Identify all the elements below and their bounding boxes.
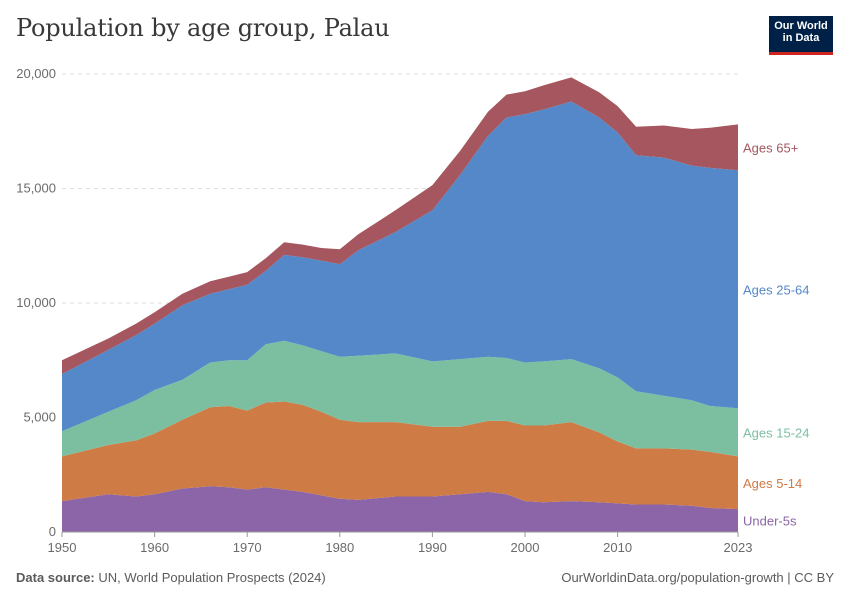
series-label: Under-5s bbox=[743, 514, 797, 529]
source-link[interactable]: OurWorldinData.org/population-growth | C… bbox=[561, 570, 834, 585]
x-tick-label: 1960 bbox=[140, 540, 169, 555]
data-source-label: Data source: bbox=[16, 570, 95, 585]
area-ages-25-64[interactable] bbox=[62, 101, 738, 432]
logo-line-2: in Data bbox=[782, 32, 820, 44]
data-source-text: UN, World Population Prospects (2024) bbox=[98, 570, 326, 585]
y-tick-label: 0 bbox=[49, 524, 56, 539]
x-tick-label: 2023 bbox=[724, 540, 753, 555]
series-label: Ages 65+ bbox=[743, 140, 798, 155]
x-tick-label: 2000 bbox=[511, 540, 540, 555]
y-tick-label: 5,000 bbox=[23, 410, 56, 425]
y-tick-label: 20,000 bbox=[16, 66, 56, 81]
series-labels: Under-5s Ages 5-14 Ages 15-24 Ages 25-64 Age… bbox=[743, 140, 810, 528]
area-ages-65-[interactable] bbox=[62, 77, 738, 375]
area-ages-15-24[interactable] bbox=[62, 340, 738, 457]
owid-logo[interactable]: Our World in Data bbox=[769, 16, 833, 55]
y-tick-label: 15,000 bbox=[16, 181, 56, 196]
x-tick-label: 1970 bbox=[233, 540, 262, 555]
chart-title: Population by age group, Palau bbox=[16, 14, 390, 42]
area-under-5s[interactable] bbox=[62, 486, 738, 532]
x-tick-label: 1980 bbox=[325, 540, 354, 555]
y-tick-label: 10,000 bbox=[16, 295, 56, 310]
series-label: Ages 5-14 bbox=[743, 476, 802, 491]
x-tick-label: 2010 bbox=[603, 540, 632, 555]
series-label: Ages 15-24 bbox=[743, 425, 810, 440]
logo-line-1: Our World bbox=[774, 20, 828, 32]
data-source: Data source: UN, World Population Prospe… bbox=[16, 570, 326, 585]
series-label: Ages 25-64 bbox=[743, 282, 810, 297]
area-series bbox=[62, 77, 738, 532]
area-ages-5-14[interactable] bbox=[62, 401, 738, 510]
axes: 0 5,000 10,000 15,000 20,000 1950 1960 1970 1980… bbox=[16, 66, 752, 555]
x-tick-label: 1950 bbox=[48, 540, 77, 555]
x-tick-label: 1990 bbox=[418, 540, 447, 555]
